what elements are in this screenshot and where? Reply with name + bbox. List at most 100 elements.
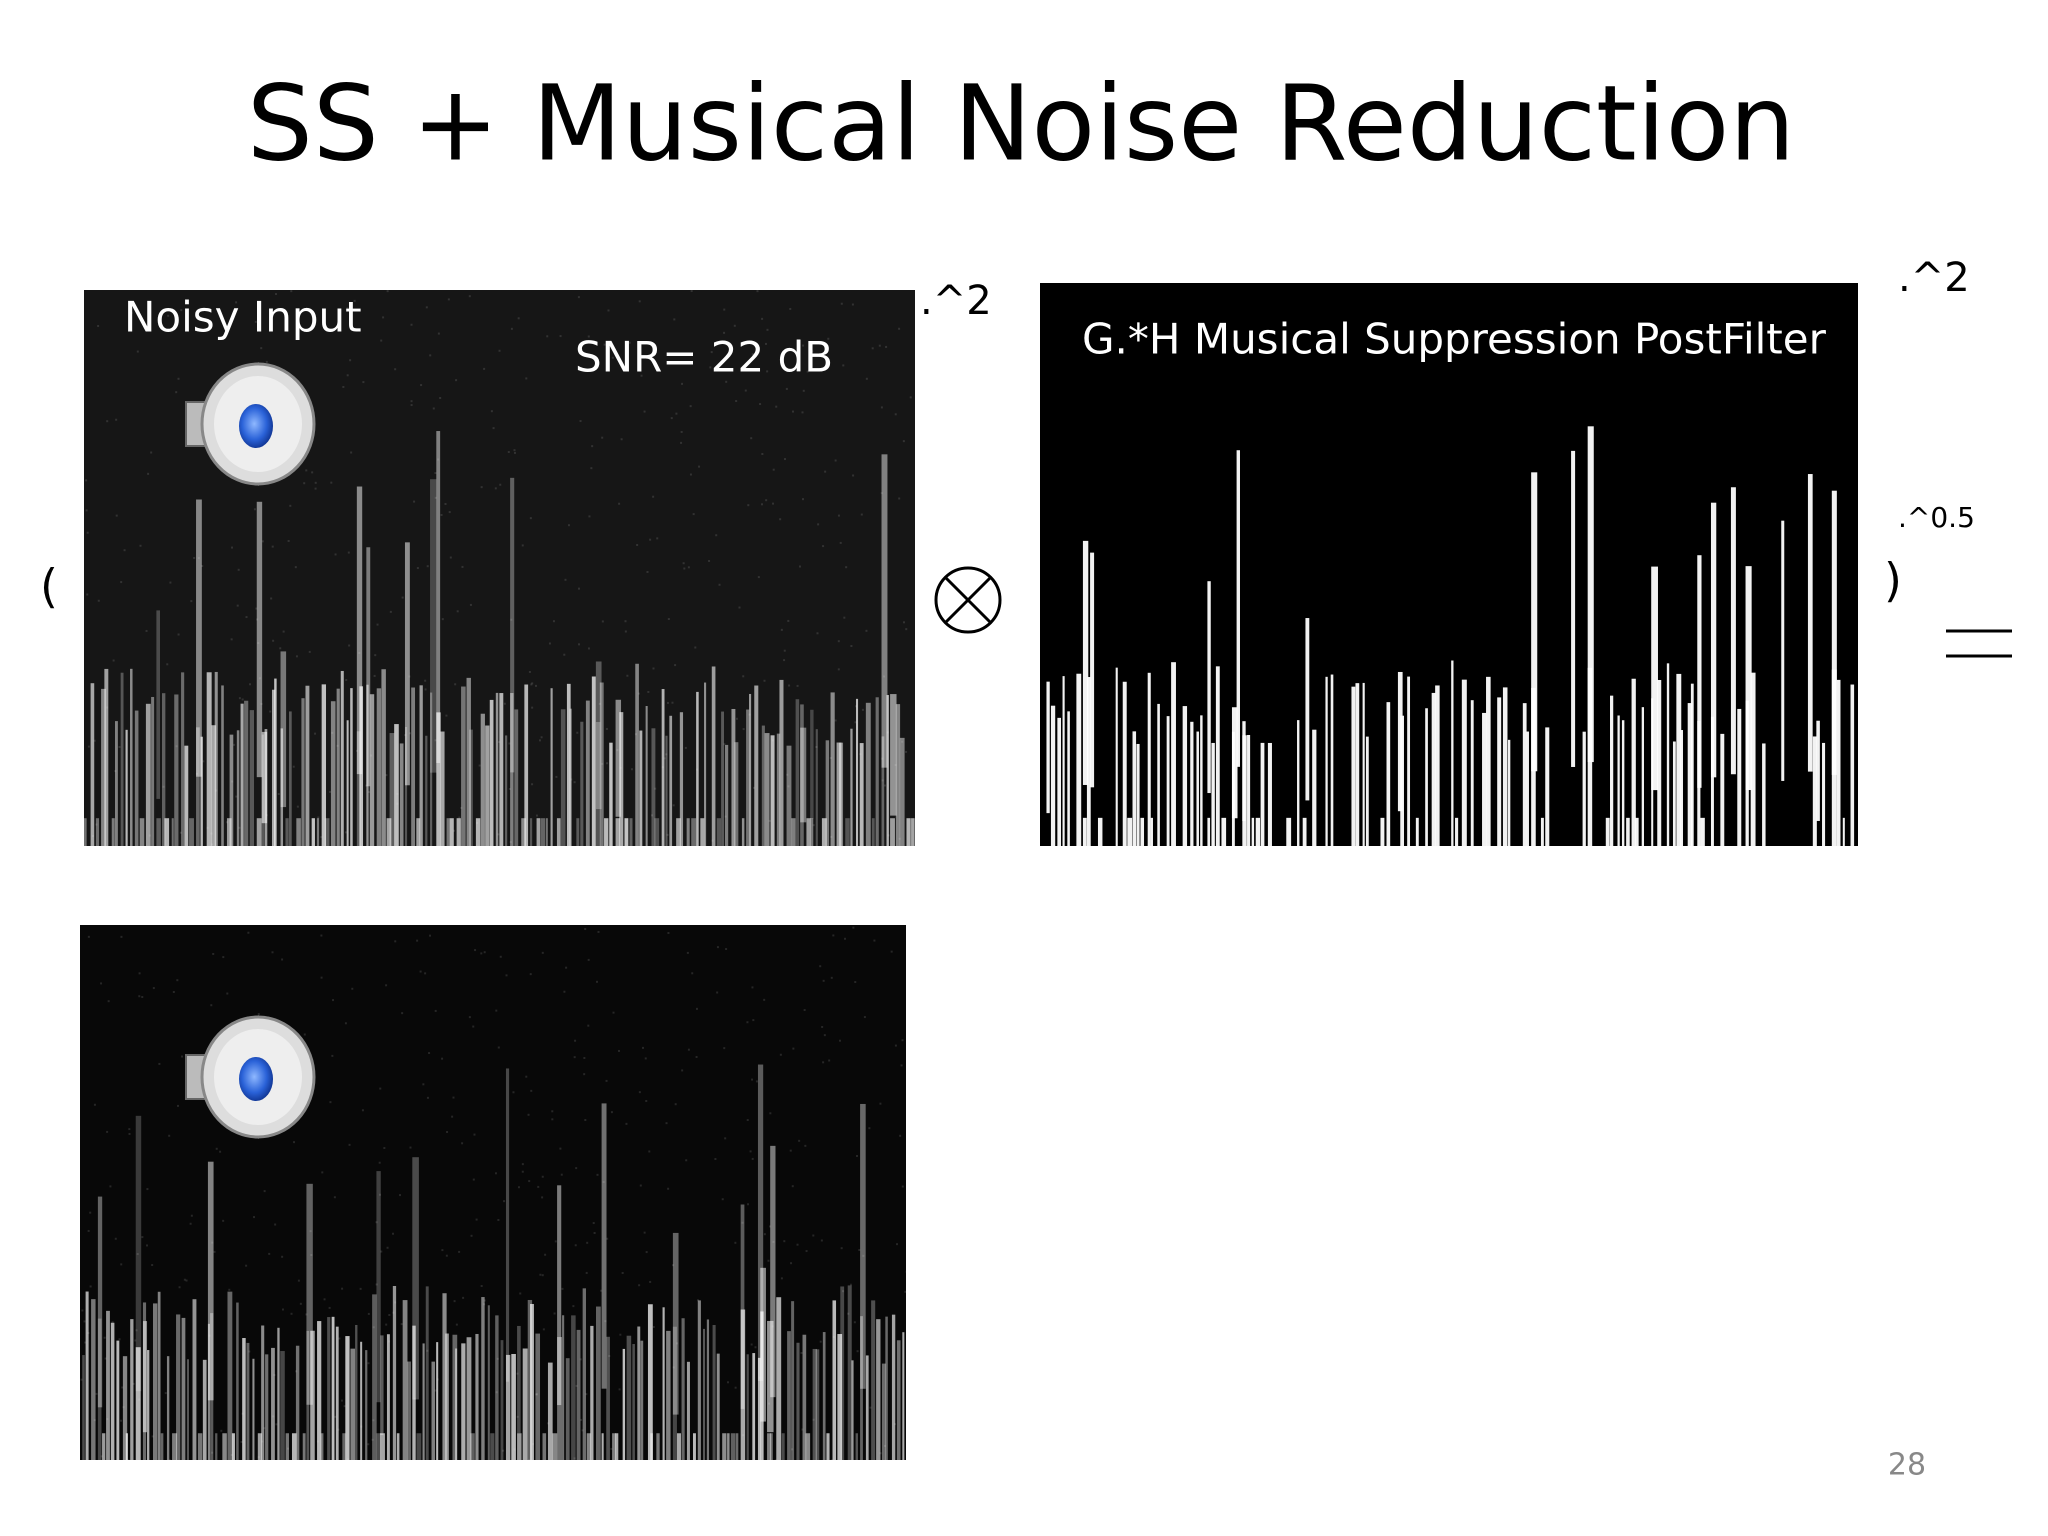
texture: [461, 1142, 464, 1145]
texture: [379, 1087, 382, 1090]
texture: [200, 736, 203, 846]
texture: [404, 542, 410, 786]
texture: [681, 382, 684, 385]
texture: [706, 1319, 710, 1460]
texture: [505, 1354, 511, 1460]
texture: [764, 342, 767, 345]
texture: [810, 818, 814, 846]
texture: [885, 1316, 888, 1460]
texture: [890, 818, 895, 846]
texture: [671, 701, 674, 704]
texture: [883, 1444, 886, 1447]
texture: [1666, 663, 1670, 846]
texture: [819, 965, 822, 968]
texture: [360, 1341, 363, 1460]
texture: [226, 821, 229, 824]
texture: [365, 1350, 368, 1460]
texture: [519, 1292, 522, 1295]
texture: [468, 1016, 471, 1019]
texture: [152, 1303, 158, 1460]
texture: [552, 620, 555, 623]
texture: [481, 1297, 485, 1460]
texture: [661, 766, 664, 769]
texture: [93, 739, 96, 742]
texture: [569, 708, 572, 846]
texture: [1057, 717, 1061, 846]
texture: [546, 335, 549, 338]
texture: [871, 347, 874, 350]
texture: [494, 1172, 497, 1175]
texture: [271, 545, 274, 548]
texture: [588, 515, 591, 518]
texture: [1461, 679, 1467, 846]
texture: [881, 757, 884, 760]
texture: [222, 1433, 227, 1460]
texture: [865, 629, 868, 632]
texture: [733, 324, 736, 327]
texture: [820, 1239, 823, 1242]
texture: [740, 1309, 746, 1460]
texture: [756, 290, 759, 293]
texture: [722, 1433, 727, 1460]
texture: [1836, 679, 1841, 846]
texture: [860, 1316, 863, 1460]
texture: [710, 351, 713, 354]
texture: [763, 1233, 766, 1236]
texture: [530, 1303, 534, 1460]
texture: [553, 1312, 556, 1315]
texture: [178, 1286, 181, 1289]
texture: [505, 1068, 510, 1382]
texture: [1050, 705, 1056, 846]
texture: [669, 715, 673, 846]
texture: [190, 1214, 193, 1217]
texture: [1090, 552, 1095, 788]
texture: [1115, 667, 1118, 846]
texture: [431, 1361, 436, 1460]
texture: [579, 1358, 582, 1361]
texture: [836, 742, 842, 846]
texture: [551, 1110, 554, 1113]
texture: [852, 926, 855, 929]
texture: [380, 1335, 384, 1436]
texture: [541, 1274, 544, 1277]
texture: [563, 990, 566, 993]
texture: [805, 1250, 808, 1253]
texture: [432, 407, 435, 410]
texture: [579, 420, 582, 423]
texture: [622, 1348, 626, 1460]
texture: [380, 1250, 383, 1253]
texture: [469, 729, 473, 846]
texture: [779, 679, 784, 846]
texture: [798, 565, 801, 568]
texture: [536, 818, 541, 846]
texture: [667, 1187, 670, 1190]
texture: [508, 787, 511, 790]
texture: [636, 544, 639, 547]
texture: [356, 749, 359, 752]
texture: [495, 1009, 498, 1012]
texture: [803, 1009, 806, 1012]
texture: [389, 610, 392, 613]
texture: [855, 1154, 858, 1157]
texture: [650, 1433, 653, 1460]
texture: [197, 557, 200, 560]
texture: [1676, 673, 1682, 846]
texture: [299, 1302, 302, 1305]
texture: [317, 816, 320, 819]
texture: [436, 1378, 439, 1381]
texture: [582, 1288, 586, 1460]
texture: [301, 698, 305, 846]
texture: [517, 1325, 521, 1434]
texture: [511, 1353, 516, 1460]
texture: [374, 654, 377, 657]
texture: [643, 1231, 646, 1234]
texture: [616, 749, 619, 752]
texture: [779, 1053, 782, 1056]
texture: [545, 818, 548, 846]
texture: [392, 1311, 395, 1314]
texture: [235, 301, 238, 304]
texture: [468, 295, 471, 298]
texture: [802, 1334, 807, 1460]
texture: [576, 818, 580, 846]
texture: [757, 1357, 761, 1460]
